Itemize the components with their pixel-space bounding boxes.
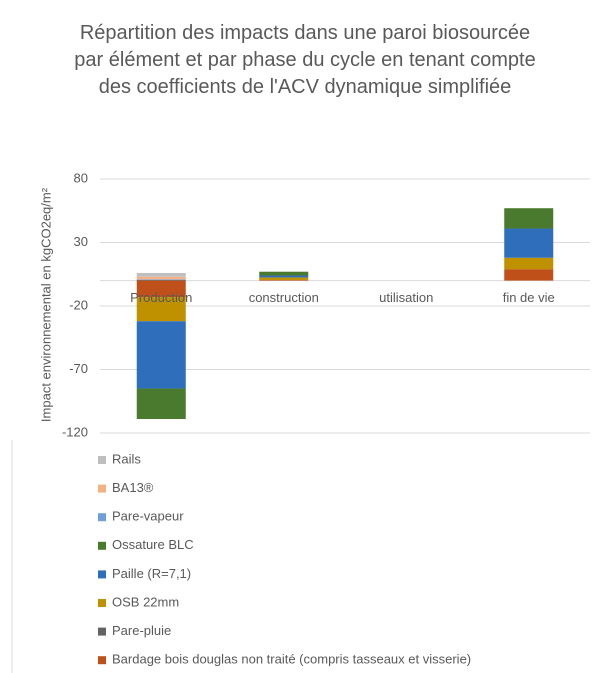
bar-segment	[136, 321, 186, 389]
legend-label: Bardage bois douglas non traité (compris…	[112, 652, 471, 667]
y-axis-label: Impact environnemental en kgCO2eq/m²	[38, 187, 53, 422]
legend-swatch	[98, 627, 106, 636]
legend-swatch	[98, 656, 106, 665]
legend-swatch	[98, 570, 106, 579]
bar-segment	[504, 257, 554, 270]
legend-label: Rails	[112, 451, 141, 466]
chart-title: Répartition des impacts dans une paroi b…	[74, 22, 536, 98]
legend-swatch	[98, 599, 106, 607]
x-tick-label: fin de vie	[503, 290, 555, 305]
bar-segment	[504, 228, 554, 258]
bar-segment	[136, 280, 186, 298]
y-tick-label: 80	[74, 170, 88, 185]
bar-segment	[259, 275, 309, 278]
bar-segment	[136, 279, 186, 281]
bar-segment	[136, 272, 186, 277]
y-tick-label: -120	[62, 424, 88, 439]
legend-label: Paille (R=7,1)	[112, 566, 191, 581]
bar-segment	[136, 276, 186, 280]
legend-swatch	[98, 541, 106, 550]
x-tick-label: Production	[130, 290, 192, 305]
y-tick-label: -70	[69, 361, 88, 376]
legend-label: Pare-pluie	[112, 623, 171, 638]
bar-segment	[259, 271, 309, 276]
bar-segment	[504, 269, 554, 281]
bar-segment	[259, 279, 309, 281]
y-tick-label: -20	[69, 297, 88, 312]
bar-segment	[136, 388, 186, 420]
bar-segment	[504, 208, 554, 229]
legend-swatch	[98, 484, 106, 493]
legend-label: BA13®	[112, 480, 154, 495]
legend-label: Pare-vapeur	[112, 509, 184, 524]
x-tick-label: utilisation	[379, 290, 433, 305]
bar-segment	[259, 277, 309, 280]
x-tick-label: construction	[249, 290, 319, 305]
y-tick-label: 30	[74, 234, 88, 249]
bar-segment	[136, 279, 186, 280]
legend-label: Ossature BLC	[112, 537, 194, 552]
legend-label: OSB 22mm	[112, 594, 179, 609]
legend-swatch	[98, 456, 106, 464]
bar-segment	[136, 297, 186, 322]
legend-swatch	[98, 513, 106, 522]
